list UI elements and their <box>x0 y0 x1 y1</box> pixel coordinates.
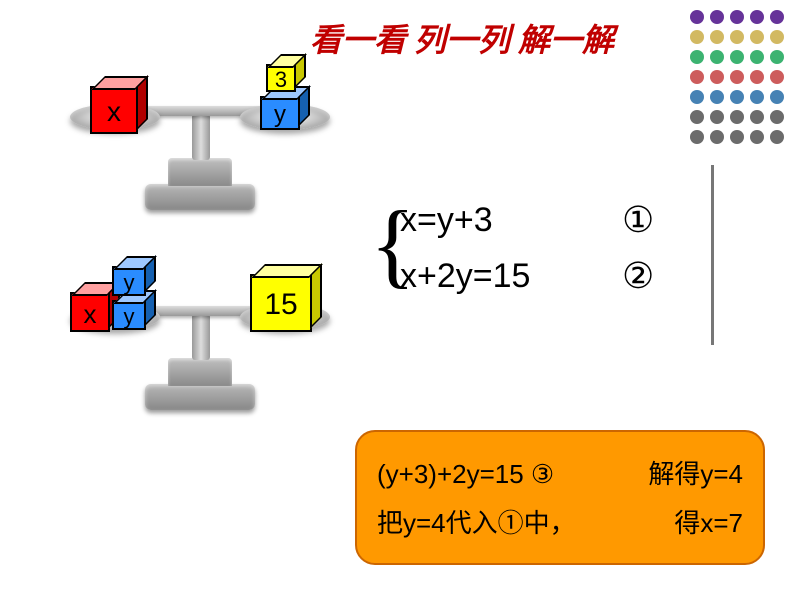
solution-text: (y+3)+2y=15 ③ <box>377 450 554 499</box>
dot-icon <box>770 50 784 64</box>
dot-icon <box>710 70 724 84</box>
dot-icon <box>730 130 744 144</box>
dot-icon <box>770 30 784 44</box>
cube-label: x <box>107 96 121 127</box>
dot-icon <box>750 90 764 104</box>
cube-label: 15 <box>264 288 297 321</box>
dot-icon <box>690 10 704 24</box>
dot-icon <box>730 50 744 64</box>
solution-box: (y+3)+2y=15 ③ 解得y=4 把y=4代入①中， 得x=7 <box>355 430 765 565</box>
cube-3: 3 <box>266 64 296 92</box>
dot-icon <box>750 130 764 144</box>
brace-icon: { <box>370 197 416 292</box>
scale-pillar <box>192 114 210 160</box>
equation-system: { x=y+3 ① x+2y=15 ② <box>400 185 654 311</box>
solution-text: 解得y=4 <box>648 450 743 499</box>
dot-icon <box>690 110 704 124</box>
dot-icon <box>690 30 704 44</box>
dot-icon <box>730 90 744 104</box>
dot-icon <box>750 50 764 64</box>
scale-pedestal <box>168 158 232 186</box>
dot-icon <box>750 70 764 84</box>
dot-icon <box>770 10 784 24</box>
scale-pillar <box>192 314 210 360</box>
cube-x: x <box>70 292 110 332</box>
dot-icon <box>690 90 704 104</box>
equation-text: x=y+3 <box>400 201 610 240</box>
cube-15: 15 <box>250 274 312 332</box>
dot-icon <box>690 70 704 84</box>
equation-mark: ② <box>622 255 654 297</box>
balance-scale-1: x y 3 <box>60 30 340 210</box>
dot-icon <box>710 90 724 104</box>
dot-icon <box>730 110 744 124</box>
vertical-divider <box>711 165 714 345</box>
dot-icon <box>750 10 764 24</box>
equation-2: x+2y=15 ② <box>400 255 654 297</box>
cube-label: x <box>84 299 97 329</box>
dot-icon <box>770 130 784 144</box>
cube-label: 3 <box>275 67 287 92</box>
dot-icon <box>770 90 784 104</box>
cube-y: y <box>260 96 300 130</box>
dot-icon <box>750 30 764 44</box>
dot-icon <box>710 50 724 64</box>
decorative-dots <box>690 10 784 150</box>
dot-icon <box>710 10 724 24</box>
dot-icon <box>690 50 704 64</box>
solution-line-1: (y+3)+2y=15 ③ 解得y=4 <box>377 450 743 499</box>
dot-icon <box>710 110 724 124</box>
scale-base <box>145 384 255 410</box>
balance-scale-2: x yy 15 <box>60 230 340 410</box>
page-title: 看一看 列一列 解一解 <box>310 15 614 61</box>
scale-pedestal <box>168 358 232 386</box>
dot-icon <box>770 110 784 124</box>
equation-text: x+2y=15 <box>400 257 610 296</box>
scale-base <box>145 184 255 210</box>
cube-label: y <box>124 270 135 295</box>
dot-icon <box>770 70 784 84</box>
cube-y: y <box>112 300 146 330</box>
dot-icon <box>710 130 724 144</box>
solution-text: 把y=4代入①中， <box>377 499 576 548</box>
cube-y: y <box>112 266 146 296</box>
cube-x: x <box>90 86 138 134</box>
dot-icon <box>750 110 764 124</box>
dot-icon <box>690 130 704 144</box>
dot-icon <box>730 30 744 44</box>
dot-icon <box>710 30 724 44</box>
solution-line-2: 把y=4代入①中， 得x=7 <box>377 499 743 548</box>
cube-label: y <box>274 101 286 128</box>
solution-text: 得x=7 <box>674 499 743 548</box>
dot-icon <box>730 10 744 24</box>
equation-1: x=y+3 ① <box>400 199 654 241</box>
cube-label: y <box>124 304 135 329</box>
equation-mark: ① <box>622 199 654 241</box>
dot-icon <box>730 70 744 84</box>
